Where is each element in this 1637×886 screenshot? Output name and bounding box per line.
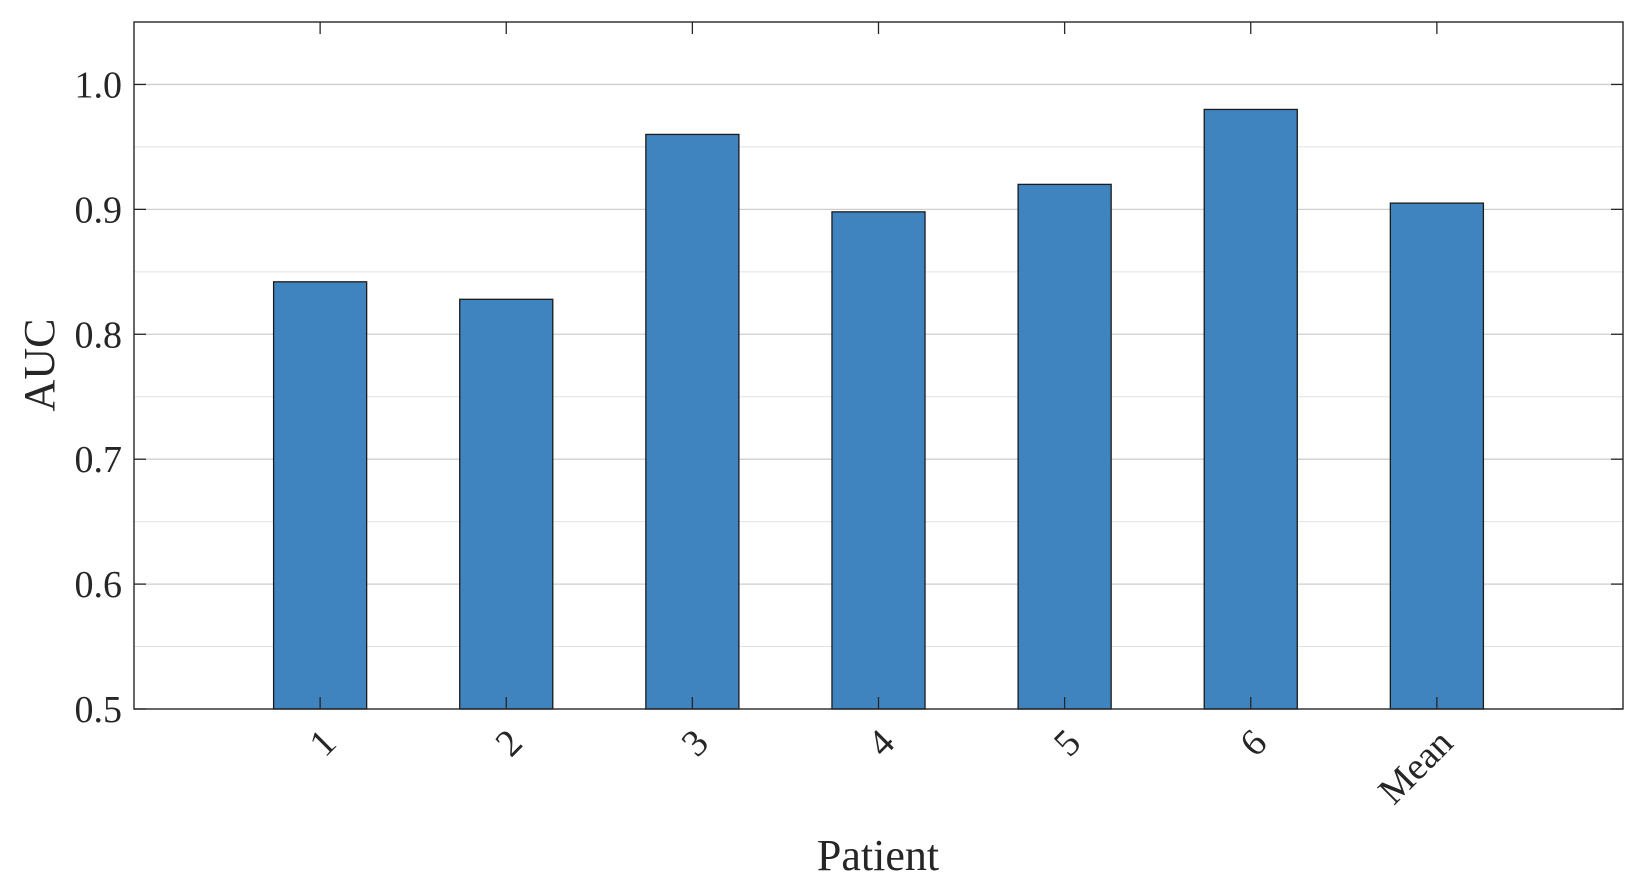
bar-3 [645, 133, 740, 710]
x-axis-label: Patient [817, 831, 939, 880]
y-tick-label: 0.6 [75, 564, 123, 606]
bars [272, 108, 1485, 710]
bar-1 [272, 281, 368, 710]
axis-ticks [134, 22, 1623, 710]
bar-5 [1017, 183, 1112, 710]
bar-6 [1203, 108, 1298, 710]
x-tick-label: 6 [1232, 722, 1275, 765]
bar-2 [459, 298, 554, 710]
y-tick-label: 0.7 [75, 439, 123, 481]
y-tick-label: 0.8 [75, 314, 123, 356]
y-axis-label: AUC [15, 319, 64, 412]
y-tick-label: 0.9 [75, 189, 123, 231]
x-tick-label: 4 [860, 722, 903, 765]
x-tick-label: 1 [301, 722, 344, 765]
y-tick-labels: 0.5 0.6 0.7 0.8 0.9 1.0 [75, 64, 123, 731]
bar-4 [831, 211, 926, 710]
x-tick-label: 5 [1046, 722, 1089, 765]
y-tick-label: 0.5 [75, 689, 123, 731]
bar-mean [1389, 202, 1485, 710]
x-tick-label: 2 [487, 722, 530, 765]
x-tick-label: 3 [674, 722, 717, 765]
x-tick-labels: 1 2 3 4 5 6 Mean [301, 722, 1461, 813]
x-tick-label: Mean [1370, 722, 1461, 813]
y-tick-label: 1.0 [75, 64, 123, 106]
